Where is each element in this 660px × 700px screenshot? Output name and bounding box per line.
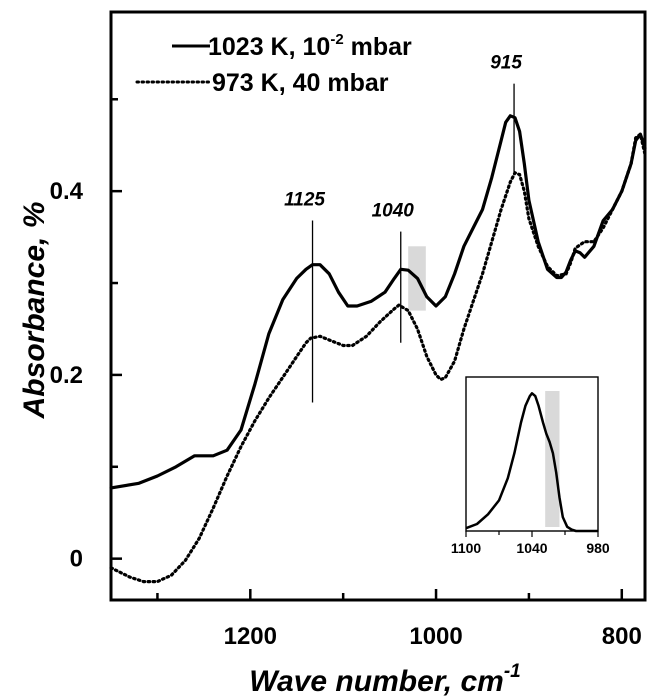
- legend: 1023 K, 10-2 mbar 973 K, 40 mbar: [135, 31, 412, 97]
- series-line-1023k: [109, 114, 647, 490]
- inset-x-tick-label: 980: [586, 540, 610, 556]
- inset-frame: [465, 376, 599, 532]
- inset-x-tick-label: 1040: [516, 540, 547, 556]
- x-axis-title: Wave number, cm-1: [249, 661, 520, 698]
- inset-chart: 1100 1040 980: [451, 376, 610, 556]
- peak-annotations: 1125 1040 915: [284, 53, 522, 403]
- legend-label-973k: 973 K, 40 mbar: [212, 69, 389, 97]
- annotation-label: 1125: [284, 190, 325, 211]
- legend-label-1023k-main: 1023 K, 10: [208, 33, 330, 61]
- y-axis-title: Absorbance, %: [18, 202, 51, 420]
- y-tick-label: 0.4: [50, 178, 84, 205]
- x-axis-ticks: 1200 1000 800: [156, 589, 642, 650]
- annotation-label: 1040: [372, 201, 415, 222]
- x-tick-label: 1000: [409, 623, 462, 650]
- inset-curve: [465, 392, 598, 533]
- x-tick-label: 1200: [224, 623, 277, 650]
- x-axis-title-main: Wave number, cm: [249, 665, 504, 698]
- y-axis-ticks: 0 0.2 0.4: [50, 98, 122, 573]
- legend-label-1023k: 1023 K, 10-2 mbar: [208, 31, 412, 61]
- y-tick-label: 0.2: [50, 362, 83, 389]
- inset-x-axis-ticks: 1100 1040 980: [451, 531, 610, 556]
- y-tick-label: 0: [70, 546, 83, 573]
- plot-frame: [109, 10, 647, 602]
- legend-label-1023k-suffix: mbar: [344, 33, 412, 61]
- x-axis-title-sup: -1: [504, 661, 521, 682]
- inset-shaded-band: [545, 391, 560, 527]
- inset-x-tick-label: 1100: [451, 540, 482, 556]
- legend-label-1023k-sup: -2: [330, 31, 343, 48]
- annotation-label: 915: [490, 53, 522, 74]
- x-tick-label: 800: [602, 623, 642, 650]
